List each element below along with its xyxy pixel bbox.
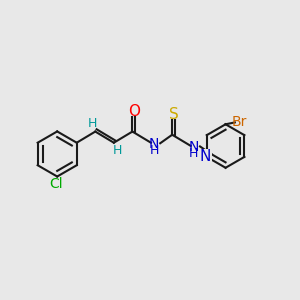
Text: N: N [200,149,211,164]
Text: H: H [87,117,97,130]
Text: N: N [189,140,199,154]
Text: Cl: Cl [49,177,63,191]
Text: N: N [149,137,159,151]
Text: O: O [128,104,140,119]
Text: S: S [169,107,178,122]
Text: H: H [189,147,199,160]
Text: H: H [149,144,159,157]
Text: Br: Br [231,115,247,129]
Text: H: H [112,144,122,157]
